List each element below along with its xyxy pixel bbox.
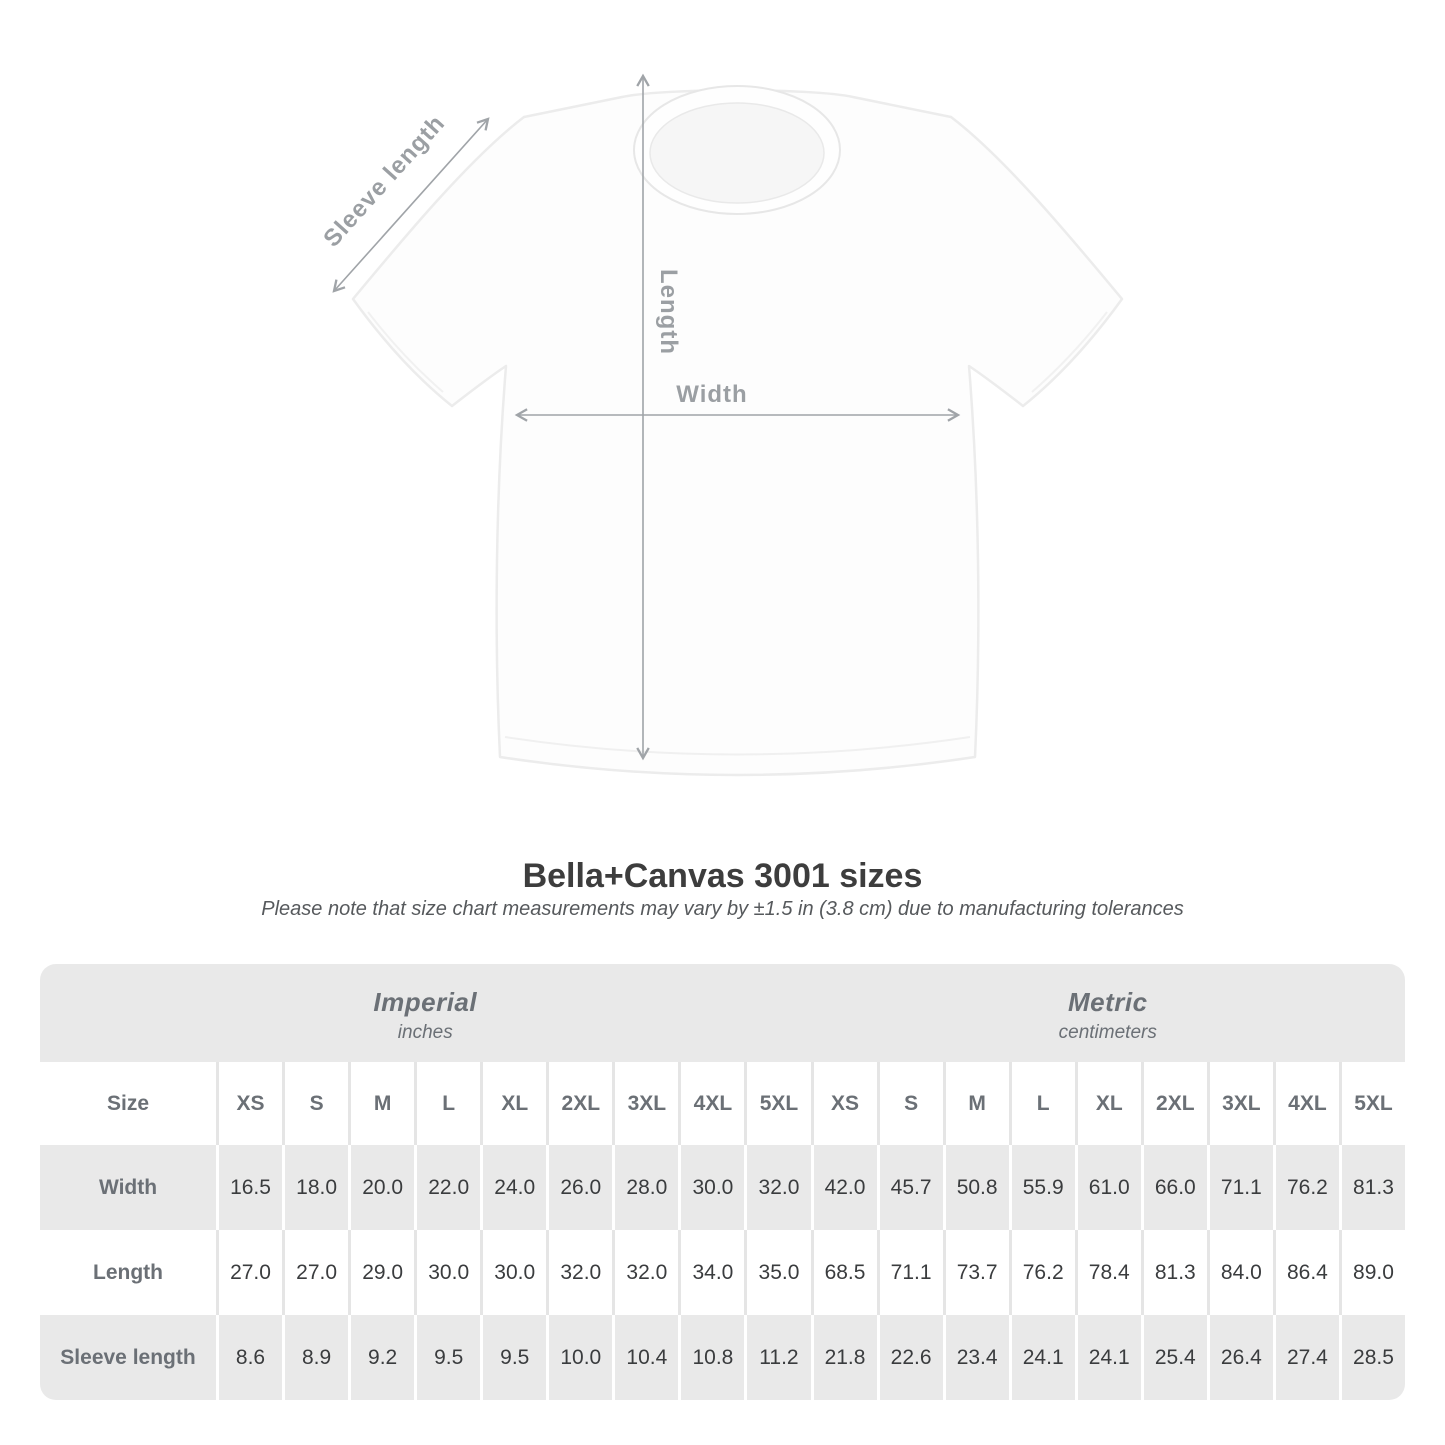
size-header-imperial-s: S (282, 1062, 349, 1145)
length-label: Length (655, 269, 682, 355)
width-imperial-value: 32.0 (744, 1145, 811, 1230)
sleeve-imperial-value: 9.5 (414, 1315, 481, 1400)
size-header-metric-2xl: 2XL (1140, 1062, 1207, 1145)
width-metric-value: 81.3 (1338, 1145, 1405, 1230)
sleeve-metric-value: 22.6 (876, 1315, 943, 1400)
width-metric-value: 76.2 (1272, 1145, 1339, 1230)
width-imperial-value: 20.0 (348, 1145, 415, 1230)
size-header-imperial-xs: XS (216, 1062, 283, 1145)
tshirt-measurement-diagram: Sleeve length Length Width (318, 73, 1124, 777)
length-metric-value: 68.5 (810, 1230, 877, 1315)
width-metric-value: 66.0 (1140, 1145, 1207, 1230)
sleeve-metric-value: 27.4 (1272, 1315, 1339, 1400)
sleeve-metric-value: 21.8 (810, 1315, 877, 1400)
size-header-metric-4xl: 4XL (1272, 1062, 1339, 1145)
width-metric-value: 55.9 (1008, 1145, 1075, 1230)
tshirt-graphic (351, 85, 1124, 777)
width-imperial-value: 30.0 (678, 1145, 745, 1230)
size-header-metric-s: S (876, 1062, 943, 1145)
length-metric-value: 78.4 (1074, 1230, 1141, 1315)
width-imperial-value: 16.5 (216, 1145, 283, 1230)
length-metric-value: 76.2 (1008, 1230, 1075, 1315)
length-metric-value: 89.0 (1338, 1230, 1405, 1315)
size-header-imperial-2xl: 2XL (546, 1062, 613, 1145)
width-imperial-value: 18.0 (282, 1145, 349, 1230)
metric-group-header: Metric centimeters (810, 964, 1405, 1062)
tolerance-note: Please note that size chart measurements… (261, 898, 1184, 920)
size-header-imperial-3xl: 3XL (612, 1062, 679, 1145)
size-header-metric-5xl: 5XL (1338, 1062, 1405, 1145)
length-metric-value: 71.1 (876, 1230, 943, 1315)
width-imperial-value: 24.0 (480, 1145, 547, 1230)
width-imperial-value: 26.0 (546, 1145, 613, 1230)
length-metric-value: 81.3 (1140, 1230, 1207, 1315)
imperial-unit: inches (397, 1021, 453, 1043)
sleeve-imperial-value: 10.0 (546, 1315, 613, 1400)
sleeve-imperial-value: 9.2 (348, 1315, 415, 1400)
sleeve-imperial-value: 8.9 (282, 1315, 349, 1400)
width-metric-value: 50.8 (942, 1145, 1009, 1230)
length-imperial-value: 29.0 (348, 1230, 415, 1315)
size-header-metric-l: L (1008, 1062, 1075, 1145)
size-header-metric-xs: XS (810, 1062, 877, 1145)
size-header-imperial-xl: XL (480, 1062, 547, 1145)
width-imperial-value: 28.0 (612, 1145, 679, 1230)
length-imperial-value: 27.0 (216, 1230, 283, 1315)
length-imperial-value: 27.0 (282, 1230, 349, 1315)
width-row-label: Width (40, 1145, 216, 1230)
length-imperial-value: 35.0 (744, 1230, 811, 1315)
width-metric-value: 42.0 (810, 1145, 877, 1230)
imperial-label: Imperial (373, 986, 478, 1017)
sleeve-imperial-value: 10.8 (678, 1315, 745, 1400)
length-imperial-value: 34.0 (678, 1230, 745, 1315)
size-header-metric-xl: XL (1074, 1062, 1141, 1145)
metric-unit: centimeters (1058, 1021, 1157, 1043)
sleeve-imperial-value: 10.4 (612, 1315, 679, 1400)
sleeve-imperial-value: 8.6 (216, 1315, 283, 1400)
metric-label: Metric (1067, 986, 1148, 1017)
width-metric-value: 71.1 (1206, 1145, 1273, 1230)
sleeve-metric-value: 26.4 (1206, 1315, 1273, 1400)
collar-opening (649, 102, 825, 204)
length-imperial-value: 30.0 (480, 1230, 547, 1315)
sleeve-imperial-value: 9.5 (480, 1315, 547, 1400)
size-header-metric-m: M (942, 1062, 1009, 1145)
sleeve-metric-value: 23.4 (942, 1315, 1009, 1400)
size-header-imperial-l: L (414, 1062, 481, 1145)
length-row-label: Length (40, 1230, 216, 1315)
length-metric-value: 73.7 (942, 1230, 1009, 1315)
sleeve-imperial-value: 11.2 (744, 1315, 811, 1400)
width-metric-value: 61.0 (1074, 1145, 1141, 1230)
length-imperial-value: 32.0 (546, 1230, 613, 1315)
length-imperial-value: 32.0 (612, 1230, 679, 1315)
size-header-metric-3xl: 3XL (1206, 1062, 1273, 1145)
size-column-header: Size (40, 1062, 216, 1145)
size-header-imperial-4xl: 4XL (678, 1062, 745, 1145)
length-metric-value: 84.0 (1206, 1230, 1273, 1315)
page-title: Bella+Canvas 3001 sizes (522, 857, 923, 895)
size-header-imperial-5xl: 5XL (744, 1062, 811, 1145)
sleeve-metric-value: 24.1 (1074, 1315, 1141, 1400)
size-table: Imperial inches Metric centimeters Size … (40, 964, 1405, 1400)
sleeve-length-arrow (332, 117, 490, 293)
width-metric-value: 45.7 (876, 1145, 943, 1230)
size-header-imperial-m: M (348, 1062, 415, 1145)
sleeve-metric-value: 25.4 (1140, 1315, 1207, 1400)
sleeve-length-row-label: Sleeve length (40, 1315, 216, 1400)
length-metric-value: 86.4 (1272, 1230, 1339, 1315)
sleeve-metric-value: 28.5 (1338, 1315, 1405, 1400)
width-imperial-value: 22.0 (414, 1145, 481, 1230)
length-imperial-value: 30.0 (414, 1230, 481, 1315)
imperial-group-header: Imperial inches (40, 964, 811, 1062)
sleeve-metric-value: 24.1 (1008, 1315, 1075, 1400)
width-label: Width (676, 381, 747, 408)
